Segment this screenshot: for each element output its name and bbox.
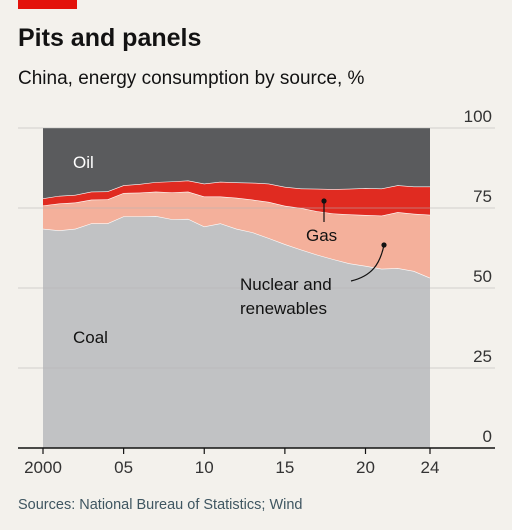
nuclear-renewables-area xyxy=(43,191,430,278)
nuclear-leader-dot xyxy=(381,242,387,248)
y-tick-label: 50 xyxy=(473,267,492,286)
x-tick-label: 15 xyxy=(275,458,294,477)
x-tick-label: 2000 xyxy=(24,458,62,477)
gas-label: Gas xyxy=(306,226,337,245)
x-tick-label: 05 xyxy=(114,458,133,477)
nuclear-label-line2: renewables xyxy=(240,299,327,318)
y-tick-label: 100 xyxy=(464,107,492,126)
chart-subtitle: China, energy consumption by source, % xyxy=(18,68,365,89)
coal-area xyxy=(43,216,430,448)
x-tick-label: 10 xyxy=(195,458,214,477)
y-tick-label: 25 xyxy=(473,347,492,366)
coal-label: Coal xyxy=(73,328,108,347)
source-note: Sources: National Bureau of Statistics; … xyxy=(18,497,303,513)
accent-bar xyxy=(18,0,77,9)
y-axis-ticks: 0 25 50 75 100 xyxy=(464,107,492,446)
oil-area xyxy=(43,128,430,199)
nuclear-label-line1: Nuclear and xyxy=(240,275,332,294)
series-areas xyxy=(42,128,431,448)
chart-title: Pits and panels xyxy=(18,24,202,52)
x-tick-label: 24 xyxy=(421,458,440,477)
nuclear-leader-line xyxy=(350,244,385,282)
x-tick-label: 20 xyxy=(356,458,375,477)
y-tick-label: 75 xyxy=(473,187,492,206)
gas-leader-dot xyxy=(321,198,327,204)
x-axis-ticks: 2000 05 10 15 20 24 xyxy=(24,448,439,477)
series-labels: Oil Gas Nuclear and renewables Coal xyxy=(73,153,387,347)
oil-label: Oil xyxy=(73,153,94,172)
y-tick-label: 0 xyxy=(483,427,492,446)
gridlines xyxy=(18,127,495,449)
